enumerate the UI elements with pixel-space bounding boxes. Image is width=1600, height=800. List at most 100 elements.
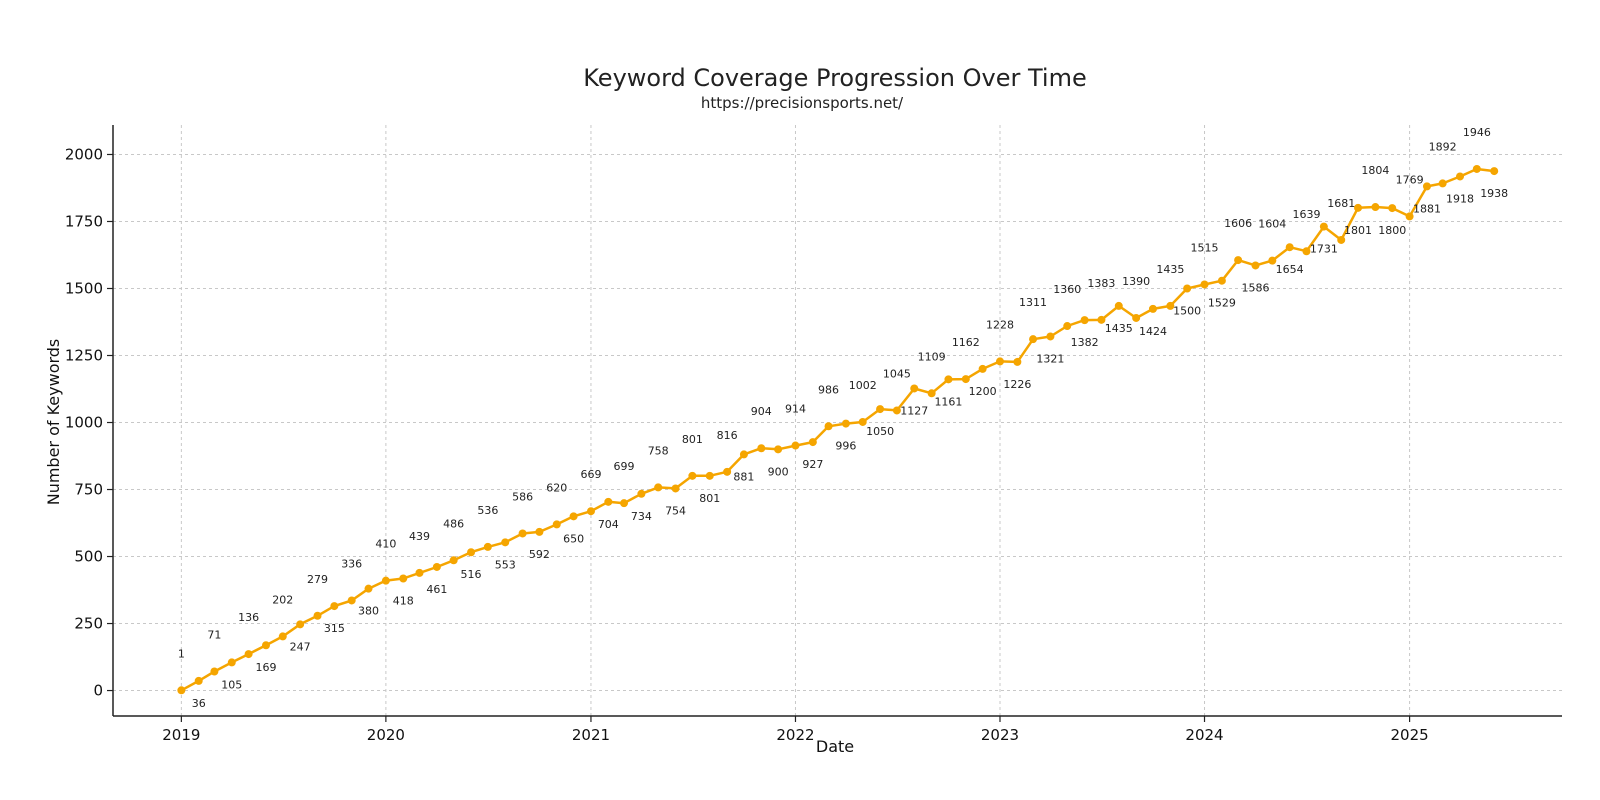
data-point [330, 602, 339, 611]
data-point [415, 568, 424, 577]
data-point [210, 667, 219, 676]
data-point [432, 562, 441, 571]
data-point [1080, 316, 1089, 325]
data-point [1114, 301, 1123, 310]
data-point [824, 422, 833, 431]
data-label: 1435 [1156, 263, 1184, 276]
data-point [1217, 276, 1226, 285]
data-labels: 1367110513616920224727931533638041041843… [178, 126, 1508, 710]
y-tick-label: 0 [93, 682, 103, 700]
data-label: 1500 [1173, 304, 1201, 317]
data-label: 927 [802, 458, 823, 471]
data-points [177, 164, 1499, 695]
data-point [1388, 204, 1397, 213]
data-point [1234, 256, 1243, 265]
data-label: 816 [717, 429, 738, 442]
data-point [177, 686, 186, 695]
data-point [244, 650, 253, 659]
data-label: 169 [255, 661, 276, 674]
y-tick-label: 500 [74, 548, 103, 566]
data-label: 202 [272, 593, 293, 606]
data-label: 699 [614, 460, 635, 473]
data-point [483, 542, 492, 551]
data-point [381, 576, 390, 585]
data-point [261, 641, 270, 650]
data-point [995, 357, 1004, 366]
chart-subtitle: https://precisionsports.net/ [701, 94, 904, 112]
data-point [858, 417, 867, 426]
data-label: 1226 [1003, 378, 1031, 391]
data-label: 986 [818, 383, 839, 396]
data-label: 1769 [1396, 173, 1424, 186]
data-point [1319, 222, 1328, 231]
data-label: 1390 [1122, 275, 1150, 288]
y-tick-label: 2000 [65, 145, 103, 163]
data-point [1354, 203, 1363, 212]
data-point [910, 384, 919, 393]
data-label: 315 [324, 622, 345, 635]
y-tick-label: 1500 [65, 279, 103, 297]
data-point [620, 499, 629, 508]
data-point [296, 620, 305, 629]
data-label: 279 [307, 573, 328, 586]
data-label: 71 [207, 629, 221, 642]
data-label: 1161 [934, 395, 962, 408]
data-label: 1360 [1053, 283, 1081, 296]
grid [113, 125, 1562, 716]
data-point [1251, 261, 1260, 270]
data-point [1148, 304, 1157, 313]
data-label: 1529 [1208, 297, 1236, 310]
data-point [705, 471, 714, 480]
data-label: 516 [461, 568, 482, 581]
data-label: 1321 [1036, 352, 1064, 365]
data-label: 758 [648, 444, 669, 457]
x-tick-label: 2025 [1390, 726, 1428, 744]
data-point [1490, 167, 1499, 176]
data-point [791, 441, 800, 450]
data-label: 592 [529, 548, 550, 561]
data-point [654, 483, 663, 492]
data-label: 650 [563, 532, 584, 545]
y-tick-label: 250 [74, 615, 103, 633]
data-point [1183, 284, 1192, 293]
data-label: 620 [546, 481, 567, 494]
data-label: 801 [699, 492, 720, 505]
data-label: 486 [443, 517, 464, 530]
data-point [313, 611, 322, 620]
data-label: 669 [580, 468, 601, 481]
data-label: 704 [598, 518, 619, 531]
data-label: 1162 [952, 336, 980, 349]
y-tick-label: 750 [74, 481, 103, 499]
data-point [723, 467, 732, 476]
data-label: 1938 [1480, 187, 1508, 200]
data-point [637, 489, 646, 498]
data-point [364, 584, 373, 593]
data-label: 461 [426, 583, 447, 596]
data-point [841, 419, 850, 428]
data-point [518, 529, 527, 538]
data-label: 734 [631, 510, 652, 523]
chart-title: Keyword Coverage Progression Over Time [583, 64, 1086, 92]
data-label: 1801 [1344, 224, 1372, 237]
data-label: 1804 [1361, 164, 1389, 177]
data-label: 1424 [1139, 325, 1167, 338]
data-point [1456, 172, 1465, 181]
data-label: 1311 [1019, 296, 1047, 309]
data-label: 914 [785, 403, 806, 416]
x-tick-label: 2024 [1185, 726, 1223, 744]
data-point [1371, 203, 1380, 212]
data-point [1200, 280, 1209, 289]
data-label: 1881 [1413, 202, 1441, 215]
data-label: 1586 [1242, 281, 1270, 294]
data-label: 1200 [969, 385, 997, 398]
data-point [194, 676, 203, 685]
data-point [1132, 313, 1141, 322]
data-label: 1228 [986, 318, 1014, 331]
data-label: 801 [682, 433, 703, 446]
data-point [535, 527, 544, 536]
y-axis-label: Number of Keywords [44, 339, 63, 506]
y-tick-label: 1000 [65, 414, 103, 432]
data-point [227, 658, 236, 667]
data-point [278, 632, 287, 641]
